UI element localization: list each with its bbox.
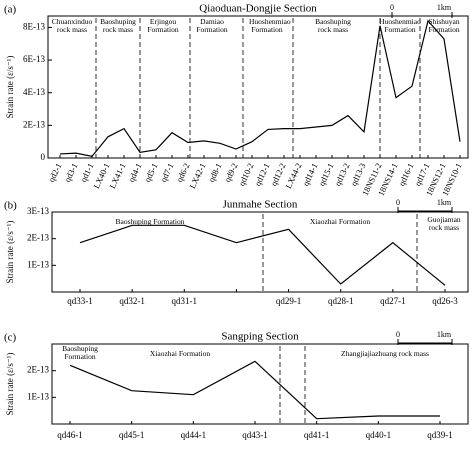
y-tick-label: 8E-13 [23, 21, 45, 31]
plot-frame [51, 343, 469, 425]
x-tick-label: qd26-3 [432, 296, 458, 306]
x-tick-label: qd44-1 [181, 430, 207, 440]
y-tick-label: 3E-13 [27, 206, 49, 216]
y-tick-label: 1E-13 [27, 391, 49, 401]
y-tick-label: 2E-13 [27, 365, 49, 375]
chart-title: Junmahe Section [223, 199, 298, 211]
annotation: Baoshuping Formation [115, 217, 185, 226]
annotation: Baoshuping Formation [62, 344, 98, 361]
y-axis-label: Strain rate (ε/s⁻¹) [5, 221, 15, 284]
x-tick-label: qd45-1 [119, 430, 145, 440]
x-tick-label: qd27-1 [380, 296, 406, 306]
y-tick-label: 1E-13 [27, 259, 49, 269]
annotation: Huoshenmiao Formation [379, 17, 421, 34]
x-tick-label: qd7-1 [158, 161, 175, 183]
panel-label: (b) [4, 200, 17, 212]
annotation: Damiao Formation [196, 17, 228, 34]
chart-title: Qiaoduan-Dongjie Section [199, 3, 317, 15]
x-tick-label: qd31-1 [172, 296, 198, 306]
x-tick-label: qd29-1 [276, 296, 302, 306]
annotation: Xiaozhai Formation [309, 217, 371, 226]
scale-label: 0 [390, 3, 394, 12]
line [59, 19, 461, 158]
plot-frame [47, 15, 469, 159]
annotation: Huoshenmiao Formation [249, 17, 291, 34]
line [79, 224, 446, 286]
line [69, 360, 440, 420]
annotation: Guojiaman rock mass [427, 215, 461, 232]
scale-label: 1km [437, 330, 452, 339]
y-tick-label: 6E-13 [23, 54, 45, 64]
plot-frame [51, 211, 469, 293]
y-tick-label: 0 [41, 152, 46, 162]
x-tick-label: qd43-1 [242, 430, 268, 440]
annotation: Zhangjiajiazhuang rock mass [341, 349, 429, 358]
annotation: Erjingou Formation [147, 17, 179, 34]
x-tick-label: qd8-1 [206, 161, 223, 183]
x-tick-label: qd3-1 [62, 161, 79, 183]
y-tick-label: 2E-13 [27, 233, 49, 243]
annotation: Baoshuping rock mass [315, 17, 351, 34]
x-tick-label: qd40-1 [366, 430, 392, 440]
scale-label: 0 [396, 330, 400, 339]
x-tick-label: qd32-1 [119, 296, 145, 306]
x-tick-label: qd33-1 [67, 296, 93, 306]
x-tick-label: qd2-1 [46, 161, 63, 183]
annotation: Xiaozhai Formation [149, 349, 211, 358]
annotation: Chuanxinduo rock mass [51, 17, 93, 34]
y-tick-label: 4E-13 [23, 87, 45, 97]
x-tick-label: qd4-1 [126, 161, 143, 183]
x-tick-label: qd5-1 [142, 161, 159, 183]
y-axis-label: Strain rate (ε/s⁻¹) [5, 56, 15, 119]
scale-label: 1km [437, 198, 452, 207]
x-tick-label: qd46-1 [57, 430, 83, 440]
x-tick-label: qd28-1 [328, 296, 354, 306]
chart-title: Sangping Section [221, 331, 299, 343]
y-axis-label: Strain rate (ε/s⁻¹) [5, 353, 15, 416]
annotation: Shishuyan Formation [428, 17, 460, 34]
x-tick-label: qd41-1 [304, 430, 330, 440]
scale-label: 1km [437, 3, 452, 12]
panel-label: (a) [4, 4, 17, 16]
annotation: Baoshuping rock mass [100, 17, 136, 34]
x-tick-label: qd39-1 [427, 430, 453, 440]
scale-label: 0 [396, 198, 400, 207]
y-tick-label: 2E-13 [23, 119, 45, 129]
panel-label: (c) [4, 332, 17, 344]
